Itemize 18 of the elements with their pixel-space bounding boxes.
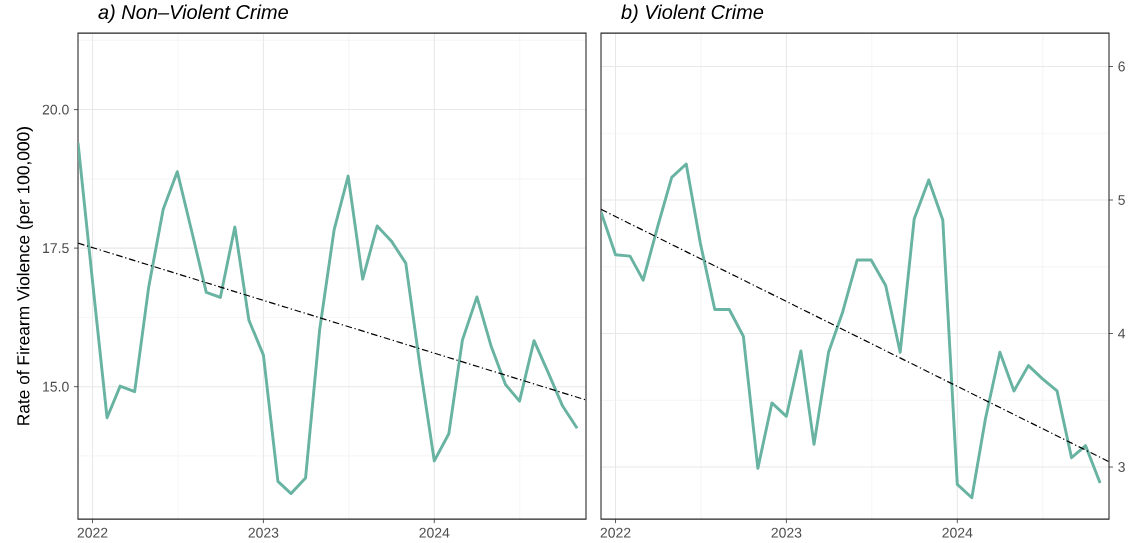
y-axis-title: Rate of Firearm Violence (per 100,000)	[16, 127, 33, 425]
y-tick-label: 4	[1118, 328, 1126, 339]
line-series	[78, 141, 579, 496]
y-tick-label: 17.5	[43, 243, 69, 253]
y-tick-label: 6	[1118, 61, 1125, 72]
chart-title: b) Violent Crime	[621, 4, 764, 24]
y-tick-label: 20.0	[42, 104, 69, 115]
y-tick-label: 15.0	[43, 381, 69, 392]
line-series	[601, 162, 1102, 500]
y-tick-label: 5	[1118, 195, 1125, 205]
x-tick-label: 2022	[600, 527, 631, 538]
chart-title: a) Non–Violent Crime	[98, 4, 288, 24]
x-tick-label: 2023	[771, 527, 802, 538]
x-tick-label: 2024	[942, 527, 973, 538]
y-tick-label: 3	[1118, 462, 1125, 472]
x-tick-label: 2023	[248, 527, 279, 538]
x-tick-label: 2022	[77, 527, 108, 538]
x-tick-label: 2024	[419, 527, 450, 538]
